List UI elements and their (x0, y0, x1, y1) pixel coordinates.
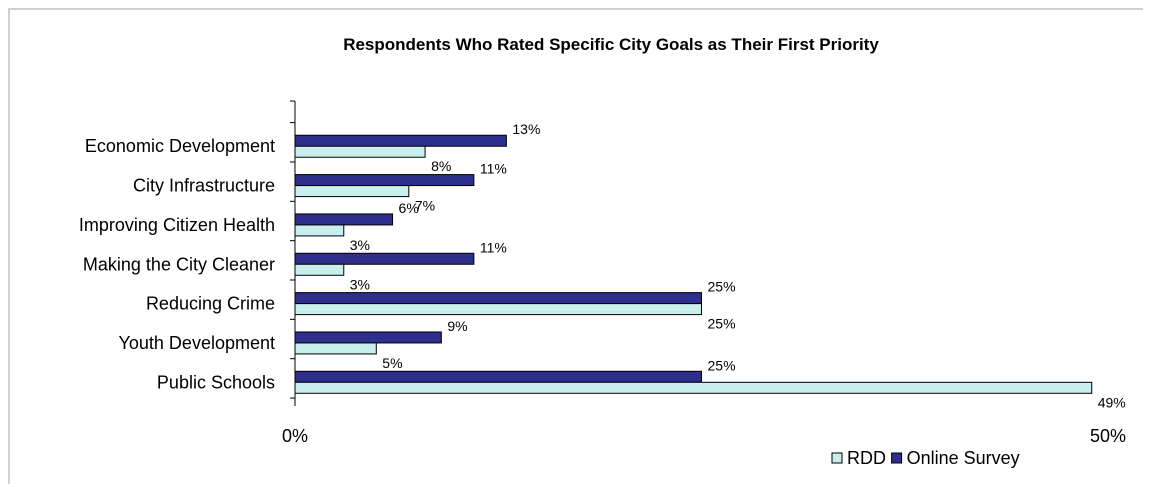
legend-label: RDD (847, 448, 886, 468)
legend-swatch (891, 452, 903, 464)
data-label: 3% (350, 237, 370, 253)
plot-area: Economic Development 13% 8% City Infrastruc… (79, 100, 1126, 446)
bar-rdd (294, 185, 410, 198)
category-label: Economic Development (85, 136, 275, 156)
category-label: Public Schools (157, 372, 275, 392)
x-tick-label: 50% (1090, 426, 1126, 446)
data-label: 6% (399, 200, 419, 216)
data-label: 49% (1098, 394, 1126, 410)
category-label: Reducing Crime (146, 294, 275, 314)
chart-frame (8, 8, 1143, 484)
x-tick-label: 0% (282, 426, 308, 446)
bar-rdd (294, 145, 426, 158)
data-label: 25% (708, 316, 736, 332)
bar-online-survey (294, 134, 507, 147)
category-label: Youth Development (119, 333, 275, 353)
legend: RDD Online Survey (831, 448, 1020, 468)
bar-rdd (294, 224, 345, 237)
bar-online-survey (294, 174, 475, 187)
category-label: City Infrastructure (133, 176, 275, 196)
data-label: 11% (480, 161, 507, 177)
category-label: Improving Citizen Health (79, 215, 275, 235)
bar-rdd (294, 303, 702, 316)
bar-online-survey (294, 213, 394, 226)
category-label: Making the City Cleaner (83, 254, 275, 274)
bar-rdd (294, 263, 345, 276)
data-label: 7% (415, 198, 435, 214)
data-label: 25% (708, 279, 736, 295)
bar-online-survey (294, 252, 475, 265)
data-label: 3% (350, 276, 370, 292)
data-label: 25% (708, 357, 736, 373)
bar-online-survey (294, 292, 702, 305)
bar-online-survey (294, 370, 702, 383)
bar-rdd (294, 381, 1093, 394)
data-label: 13% (512, 121, 540, 137)
legend-swatch (831, 452, 843, 464)
data-label: 11% (480, 239, 507, 255)
data-label: 8% (431, 158, 451, 174)
bar-rdd (294, 342, 377, 355)
chart-title: Respondents Who Rated Specific City Goal… (343, 35, 879, 54)
data-label: 5% (382, 355, 402, 371)
data-label: 9% (447, 318, 467, 334)
legend-label: Online Survey (907, 448, 1020, 468)
bar-online-survey (294, 331, 442, 344)
